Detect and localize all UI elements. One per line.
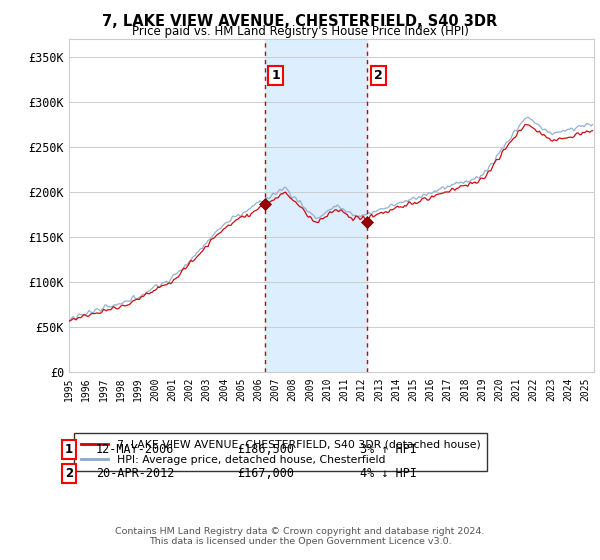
Text: 7, LAKE VIEW AVENUE, CHESTERFIELD, S40 3DR: 7, LAKE VIEW AVENUE, CHESTERFIELD, S40 3… [103,14,497,29]
Text: 3% ↑ HPI: 3% ↑ HPI [360,442,417,456]
Text: 20-APR-2012: 20-APR-2012 [96,466,175,480]
Bar [265,39,367,372]
Text: £167,000: £167,000 [237,466,294,480]
Text: 2: 2 [374,69,383,82]
Text: 1: 1 [65,442,73,456]
Text: 12-MAY-2006: 12-MAY-2006 [96,442,175,456]
Text: 4% ↓ HPI: 4% ↓ HPI [360,466,417,480]
Legend: 7, LAKE VIEW AVENUE, CHESTERFIELD, S40 3DR (detached house), HPI: Average price,: 7, LAKE VIEW AVENUE, CHESTERFIELD, S40 3… [74,433,487,471]
Text: 2: 2 [65,466,73,480]
Text: 1: 1 [271,69,280,82]
Text: Price paid vs. HM Land Registry's House Price Index (HPI): Price paid vs. HM Land Registry's House … [131,25,469,38]
Text: £186,500: £186,500 [237,442,294,456]
Text: Contains HM Land Registry data © Crown copyright and database right 2024.
This d: Contains HM Land Registry data © Crown c… [115,526,485,546]
